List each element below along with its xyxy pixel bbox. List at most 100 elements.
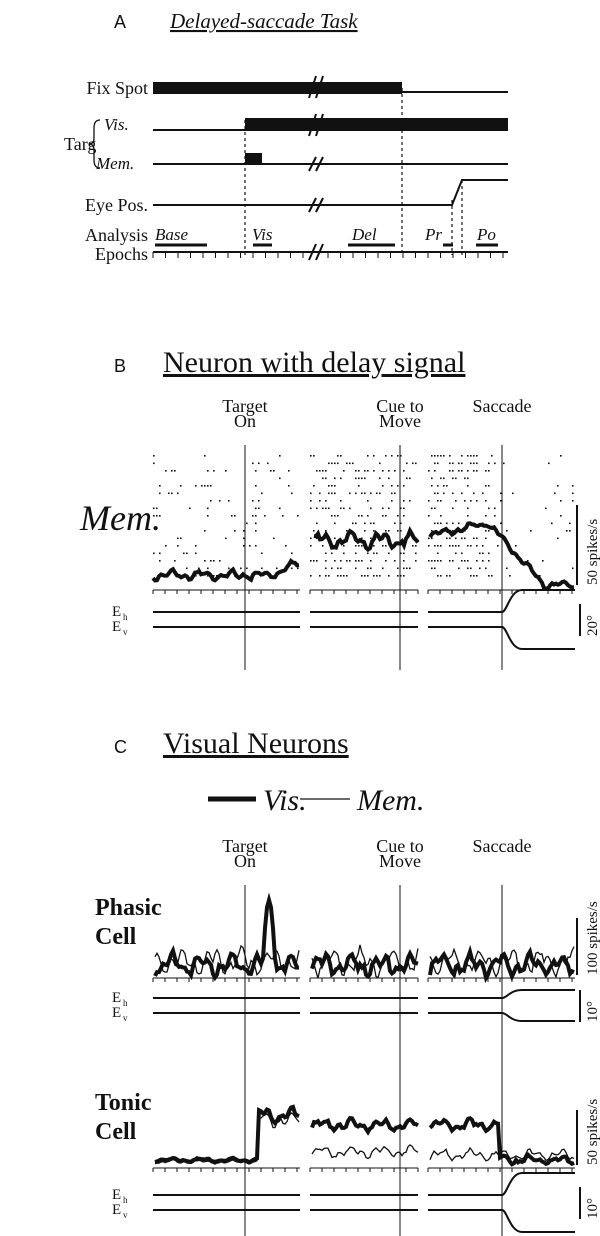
alignment-label: On [234, 851, 256, 871]
spike [370, 492, 372, 495]
spike [560, 500, 562, 502]
alignment-label: Move [379, 411, 421, 431]
spike [458, 462, 460, 465]
spike [464, 500, 466, 502]
spike [285, 545, 287, 547]
spike [461, 455, 463, 457]
scale-label: 10° [585, 1001, 600, 1022]
spike [204, 530, 206, 532]
condition-label: Mem. [79, 498, 161, 538]
spike [325, 470, 327, 472]
rate-trace [313, 526, 420, 553]
spike [231, 515, 233, 517]
spike [255, 507, 257, 510]
spike [234, 515, 236, 517]
spike [207, 567, 209, 570]
eye-label-sub: v [123, 1013, 128, 1023]
spike [437, 560, 439, 562]
spike [434, 492, 436, 495]
spike [376, 552, 378, 555]
spike [337, 462, 339, 465]
spike [252, 462, 254, 465]
spike [364, 530, 366, 532]
spike [207, 575, 209, 577]
spike [452, 507, 454, 510]
cell-label: Tonic [95, 1090, 152, 1116]
spike [506, 567, 508, 570]
spike [171, 492, 173, 495]
legend-label: Vis. [263, 784, 307, 817]
spike [449, 470, 451, 472]
spike [255, 515, 257, 517]
spike [527, 560, 529, 562]
spike [319, 492, 321, 495]
spike [415, 462, 417, 465]
spike [376, 492, 378, 495]
spike [246, 567, 248, 570]
spike [355, 552, 357, 555]
spike [461, 552, 463, 555]
spike [204, 560, 206, 562]
spike [437, 455, 439, 457]
spike [349, 492, 351, 495]
spike [388, 530, 390, 532]
spike [159, 515, 161, 517]
spike [165, 470, 167, 472]
spike [207, 507, 209, 510]
spike [397, 567, 399, 570]
spike [255, 530, 257, 532]
spike [225, 537, 227, 540]
spike [415, 545, 417, 547]
spike [367, 455, 369, 457]
spike [334, 462, 336, 465]
spike [455, 537, 457, 540]
spike [548, 462, 550, 465]
spike [355, 477, 357, 480]
spike [500, 492, 502, 495]
eye-label-sub: h [123, 998, 128, 1008]
rate-trace [429, 1146, 575, 1162]
spike [403, 560, 405, 562]
eye-label-sub: v [123, 1210, 128, 1220]
spike [337, 575, 339, 577]
spike [467, 470, 469, 472]
spike [234, 530, 236, 532]
row-label: Eye Pos. [85, 195, 148, 215]
legend-label: Mem. [356, 784, 424, 817]
spike [364, 492, 366, 495]
spike [391, 455, 393, 457]
spike [252, 500, 254, 502]
spike [207, 515, 209, 517]
spike [494, 515, 496, 517]
spike [572, 485, 574, 487]
row-label: Epochs [95, 244, 148, 264]
spike [509, 575, 511, 577]
spike [325, 552, 327, 555]
spike [554, 492, 556, 495]
spike [388, 575, 390, 577]
spike [455, 545, 457, 547]
epoch-label: Vis [252, 225, 273, 244]
spike [325, 477, 327, 480]
spike [391, 485, 393, 487]
spike [310, 575, 312, 577]
spike [219, 500, 221, 502]
timing-lines [153, 75, 508, 261]
spike [322, 507, 324, 510]
spike [400, 575, 402, 577]
spike [159, 485, 161, 487]
spike [213, 560, 215, 562]
spike [331, 492, 333, 495]
spike [440, 515, 442, 517]
spike [557, 537, 559, 540]
spike [291, 492, 293, 495]
spike [279, 455, 281, 457]
spike [467, 455, 469, 457]
epoch-label: Po [476, 225, 496, 244]
spike [198, 567, 200, 570]
spike [379, 575, 381, 577]
spike [310, 507, 312, 510]
eye-trace [428, 1209, 575, 1233]
spike [394, 522, 396, 525]
spike [328, 507, 330, 510]
